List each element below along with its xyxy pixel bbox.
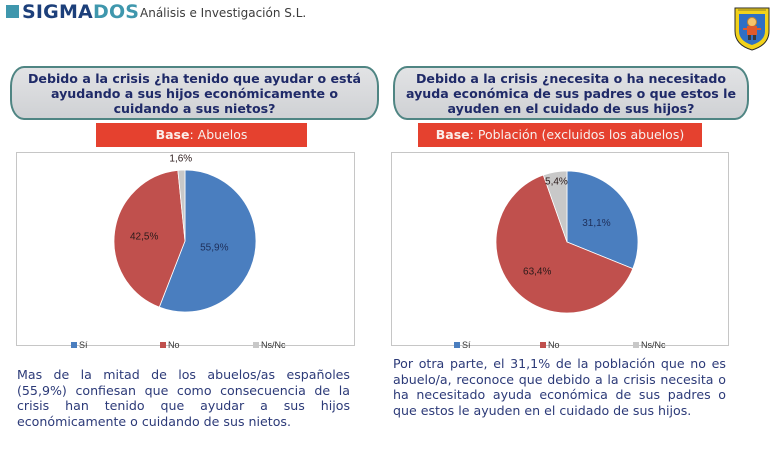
legend-item-no: No [540,340,560,350]
legend-swatch-nsnc [633,342,639,348]
right-question-text: Debido a la crisis ¿necesita o ha necesi… [405,70,737,116]
pie-slice-nsnc [542,170,568,243]
brand-subtitle: Análisis e Investigación S.L. [140,6,307,20]
pie-slice-no [495,174,634,314]
data-label-nsnc: 5,4% [545,176,568,187]
legend-label-no: No [548,340,560,350]
legend-label-si: Sí [79,340,88,350]
legend-swatch-nsnc [253,342,259,348]
left-pie-chart: 55,9% 42,5% 1,6% [113,153,257,313]
right-description: Por otra parte, el 31,1% de la población… [393,356,726,418]
legend-item-si: Sí [454,340,471,350]
left-question-box: Debido a la crisis ¿ha tenido que ayudar… [10,66,379,120]
pie-slice-no [113,169,186,308]
pie-slice-si [566,170,639,270]
legend-item-si: Sí [71,340,88,350]
pie-slice-nsnc [177,169,186,242]
data-label-no: 63,4% [523,266,551,277]
data-label-nsnc: 1,6% [169,153,192,164]
brand-name-part2: DOS [92,1,140,23]
data-label-no: 42,5% [130,231,158,242]
right-pie-chart-panel: 31,1% 63,4% 5,4% Sí No Ns/Nc [391,152,729,350]
legend-label-no: No [168,340,180,350]
right-question-box: Debido a la crisis ¿necesita o ha necesi… [393,66,749,120]
legend-swatch-no [160,342,166,348]
legend-item-no: No [160,340,180,350]
left-pie-chart-panel: 55,9% 42,5% 1,6% Sí No Ns/Nc [16,152,355,350]
data-label-si: 55,9% [200,242,228,253]
left-base-value: : Abuelos [189,127,248,142]
legend-label-nsnc: Ns/Nc [641,340,666,350]
left-question-text: Debido a la crisis ¿ha tenido que ayudar… [27,70,362,116]
right-base-label: Base [435,127,470,142]
association-emblem-icon [732,5,772,51]
pie-slice-si [158,169,257,313]
right-pie-chart: 31,1% 63,4% 5,4% [495,170,639,314]
legend-item-nsnc: Ns/Nc [253,340,286,350]
brand-name: SIGMADOS [22,0,139,24]
brand-logo-square-icon [6,5,19,18]
legend-swatch-no [540,342,546,348]
legend-swatch-si [71,342,77,348]
left-base-label: Base [155,127,190,142]
brand-name-part1: SIGMA [22,1,93,23]
legend-label-si: Sí [462,340,471,350]
right-base-banner: Base: Población (excluidos los abuelos) [418,123,702,147]
legend-swatch-si [454,342,460,348]
legend-label-nsnc: Ns/Nc [261,340,286,350]
legend-item-nsnc: Ns/Nc [633,340,666,350]
left-base-banner: Base: Abuelos [96,123,307,147]
right-base-value: : Población (excluidos los abuelos) [469,127,685,142]
data-label-si: 31,1% [582,218,610,229]
left-description: Mas de la mitad de los abuelos/as españo… [17,367,350,429]
